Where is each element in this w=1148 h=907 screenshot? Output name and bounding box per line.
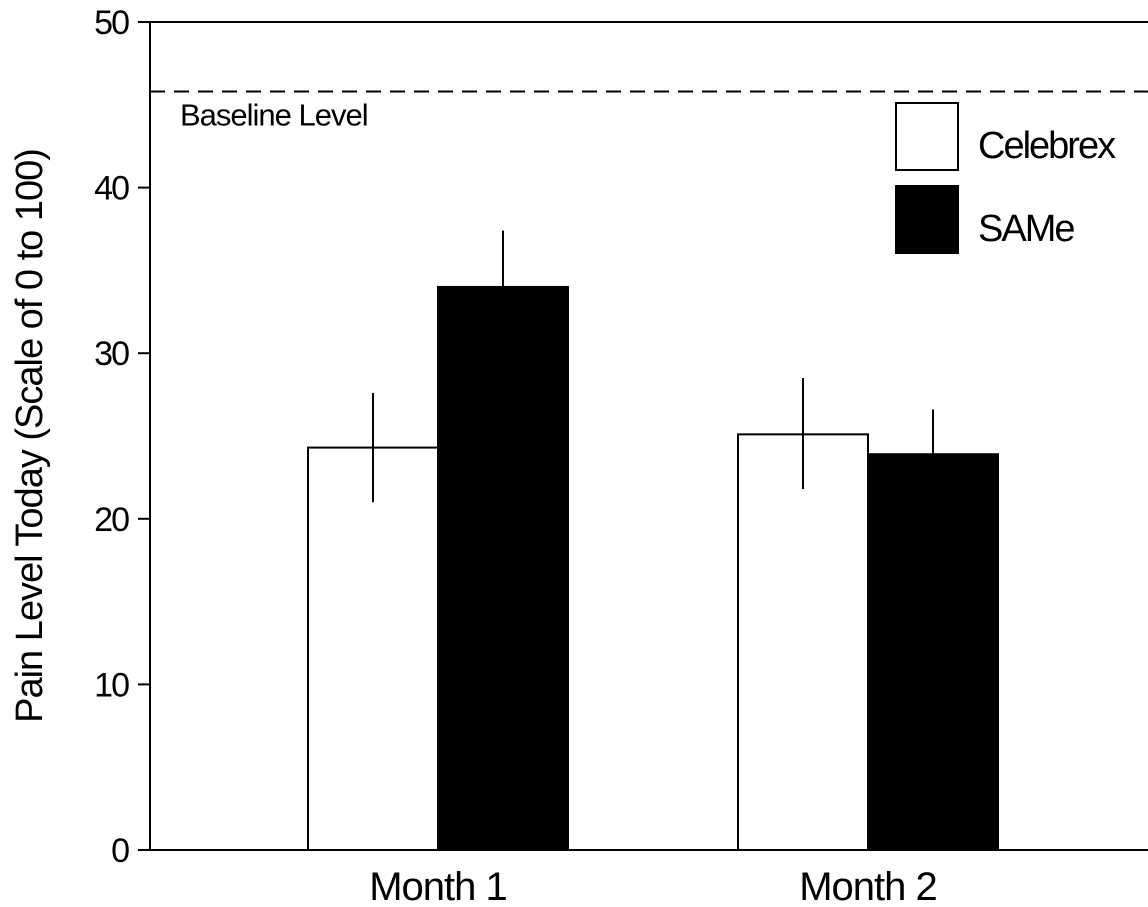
bar-same-1	[437, 285, 569, 851]
bars	[307, 285, 999, 851]
x-category-label: Month 1	[369, 865, 507, 907]
legend-label-same: SAMe	[978, 208, 1074, 250]
y-tick-label: 0	[111, 832, 129, 870]
legend-label-celebrex: Celebrex	[978, 125, 1116, 167]
y-tick-label: 10	[94, 666, 129, 704]
bar-celebrex-2	[737, 433, 869, 851]
baseline-reference: Baseline Level	[150, 90, 1148, 133]
x-category-labels: Month 1 Month 2	[369, 865, 938, 907]
baseline-level-label: Baseline Level	[180, 98, 368, 133]
y-tick-label: 50	[94, 4, 129, 42]
bar-same-2	[867, 453, 999, 851]
error-bars	[372, 230, 934, 503]
x-category-label: Month 2	[799, 865, 937, 907]
legend-swatch-same	[895, 185, 959, 254]
y-tick-label: 40	[94, 170, 129, 208]
y-tick-label: 20	[94, 501, 129, 539]
y-axis-title: Pain Level Today (Scale of 0 to 100)	[9, 149, 51, 723]
y-tick-label: 30	[94, 335, 129, 373]
bar-celebrex-1	[307, 446, 439, 851]
y-ticks: 0 10 20 30 40 50	[94, 4, 150, 870]
legend: Celebrex SAMe	[895, 102, 1118, 254]
legend-swatch-celebrex	[895, 102, 959, 171]
